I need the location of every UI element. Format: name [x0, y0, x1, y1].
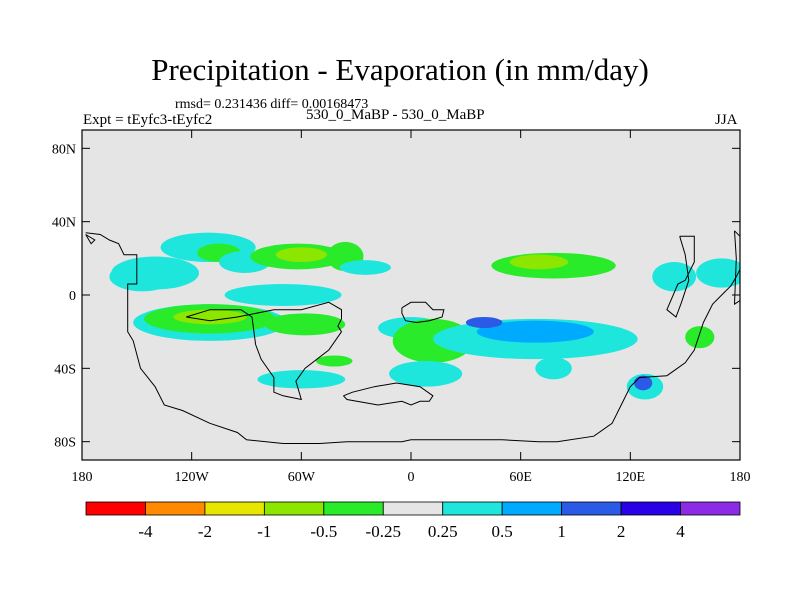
anomaly-patch — [476, 320, 594, 343]
coastline — [666, 235, 695, 318]
anomaly-patch — [275, 247, 327, 262]
colorbar-label: 2 — [617, 522, 626, 541]
map-background — [82, 130, 740, 460]
colorbar-swatch — [442, 501, 503, 516]
anomaly-patch — [173, 309, 247, 325]
colorbar-label: -4 — [138, 522, 153, 541]
x-tick-label: 60E — [509, 470, 532, 485]
coastline — [733, 230, 740, 306]
colorbar-swatch — [85, 501, 146, 516]
colorbar-label: -0.5 — [310, 522, 337, 541]
x-tick-label: 0 — [408, 470, 415, 485]
anomaly-patch — [696, 258, 740, 288]
y-tick-label: 0 — [69, 289, 76, 304]
colorbar-swatch — [561, 501, 622, 516]
colorbar-label: 0.25 — [428, 522, 458, 541]
stats-text: rmsd= 0.231436 diff= 0.00168473 — [175, 97, 369, 112]
anomaly-patch — [111, 256, 199, 290]
colorbar-swatch — [501, 501, 563, 516]
y-tick-label: 40S — [54, 362, 76, 377]
colorbar-label: 4 — [676, 522, 685, 541]
colorbar: -4 -2 -1 -0.5 -0.25 0.25 0.5 1 2 4 — [85, 501, 741, 541]
coastline — [186, 301, 343, 401]
x-tick-label: 120E — [616, 470, 646, 485]
y-tick-label: 80N — [52, 142, 76, 157]
x-tick-label: 60W — [288, 470, 316, 485]
anomaly-patch — [389, 361, 463, 387]
colorbar-swatch — [204, 501, 265, 516]
colorbar-swatch — [620, 501, 681, 516]
colorbar-label: 0.5 — [492, 522, 513, 541]
colorbar-label: 1 — [557, 522, 566, 541]
colorbar-swatch — [263, 501, 325, 516]
anomaly-patch — [685, 326, 715, 349]
anomaly-patch — [339, 260, 391, 275]
x-tick-label: 180 — [730, 470, 751, 485]
anomaly-patch — [264, 313, 346, 336]
x-tick-label: 120W — [175, 470, 210, 485]
plot-title: Precipitation - Evaporation (in mm/day) — [151, 52, 649, 87]
coastline — [401, 301, 445, 324]
colorbar-label: -2 — [198, 522, 212, 541]
case-label: 530_0_MaBP - 530_0_MaBP — [306, 107, 485, 123]
experiment-label: Expt = tEyfc3-tEyfc2 — [83, 112, 213, 128]
season-label: JJA — [715, 112, 738, 128]
coastline — [85, 232, 740, 444]
coastline — [343, 382, 434, 406]
anomaly-patch — [465, 317, 503, 328]
coastline-layer — [85, 230, 740, 444]
anomaly-patch — [535, 357, 572, 380]
colorbar-swatch — [680, 501, 741, 516]
colorbar-swatch — [382, 501, 444, 516]
anomaly-patch — [509, 254, 569, 270]
y-tick-label: 80S — [54, 436, 76, 451]
anomaly-patch — [224, 284, 342, 306]
anomaly-patch — [315, 355, 353, 367]
colorbar-swatch — [145, 501, 206, 516]
colorbar-label: -0.25 — [366, 522, 401, 541]
y-tick-label: 40N — [52, 216, 76, 231]
coastline — [85, 234, 96, 245]
colorbar-label: -1 — [257, 522, 271, 541]
axis-layer: 180 120W 60W 0 60E 120E 180 80N 40N 0 40S 80S — [52, 130, 751, 485]
colorbar-swatch — [323, 501, 384, 516]
anomaly-patch — [257, 370, 346, 389]
anomaly-patch — [652, 262, 697, 292]
anomaly-patch — [633, 375, 653, 391]
x-tick-label: 180 — [72, 470, 93, 485]
